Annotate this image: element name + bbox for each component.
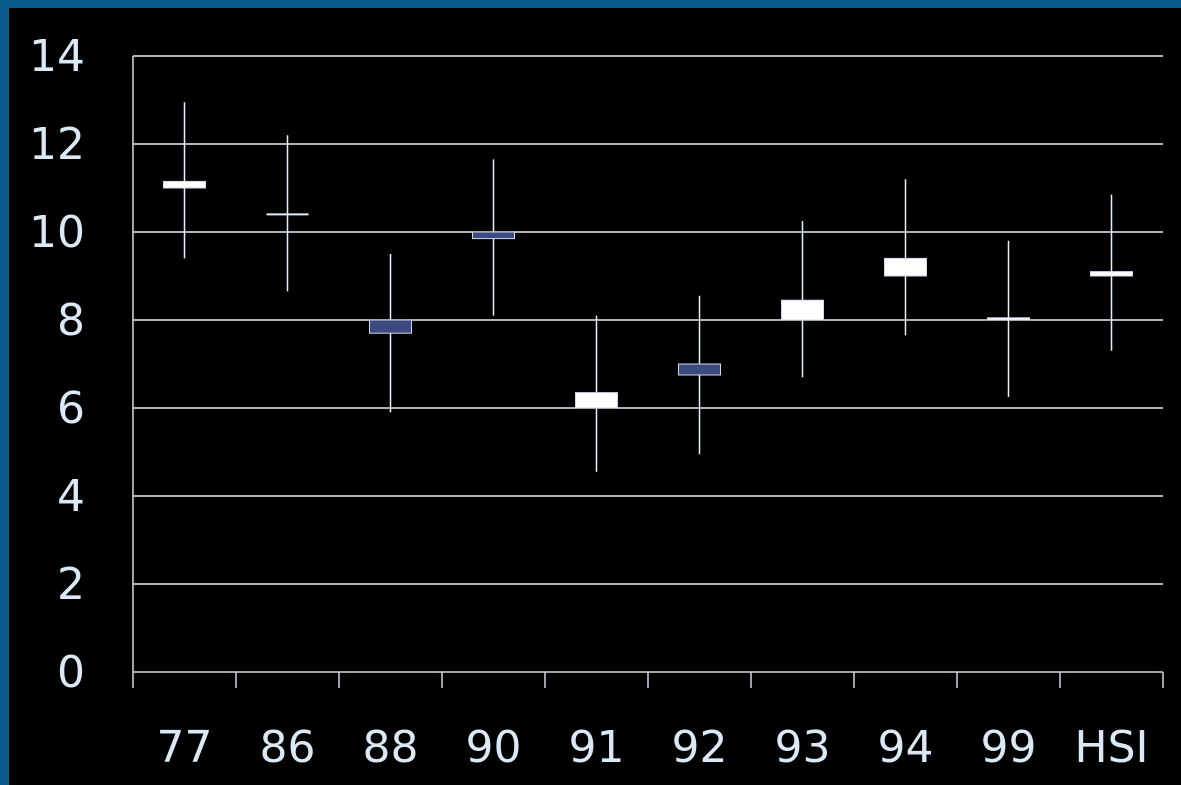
candle xyxy=(163,102,206,259)
x-tick-label: 88 xyxy=(363,722,419,773)
candle xyxy=(369,254,412,413)
candle xyxy=(678,295,721,455)
x-tick-label: 86 xyxy=(260,722,316,773)
candle xyxy=(1090,194,1133,351)
x-tick-label: 91 xyxy=(569,722,625,773)
y-tick-label: 6 xyxy=(57,383,85,434)
y-tick-label: 12 xyxy=(29,119,85,170)
x-tick-label: HSI xyxy=(1075,722,1149,773)
y-axis: 0 2 4 6 8 10 12 14 xyxy=(29,31,134,698)
y-tick-label: 8 xyxy=(57,295,85,346)
candle xyxy=(266,135,309,292)
candle-body xyxy=(369,319,412,334)
candle-body xyxy=(1090,271,1133,277)
candle-body xyxy=(472,231,515,240)
gridlines xyxy=(133,55,1163,585)
candle-body xyxy=(163,180,206,189)
x-tick-label: 93 xyxy=(775,722,831,773)
x-tick-label: 94 xyxy=(878,722,934,773)
candle-body xyxy=(575,392,618,409)
candle xyxy=(472,159,515,316)
y-tick-label: 2 xyxy=(57,559,85,610)
x-tick-label: 99 xyxy=(981,722,1037,773)
y-tick-label: 4 xyxy=(57,471,85,522)
x-tick-label: 77 xyxy=(157,722,213,773)
candle xyxy=(781,221,824,378)
candle xyxy=(987,240,1030,397)
candle-body xyxy=(678,363,721,376)
candle-body xyxy=(781,299,824,321)
y-tick-label: 0 xyxy=(57,647,85,698)
candle xyxy=(575,315,618,472)
y-tick-label: 14 xyxy=(29,31,85,82)
candle-body xyxy=(884,257,927,277)
x-tick-label: 92 xyxy=(672,722,728,773)
candle xyxy=(884,179,927,336)
y-tick-label: 10 xyxy=(29,207,85,258)
candle-body xyxy=(987,317,1030,321)
x-tick-label: 90 xyxy=(466,722,522,773)
x-axis: 77 86 88 90 91 92 93 94 99 HSI xyxy=(132,671,1164,773)
candles xyxy=(163,102,1133,472)
